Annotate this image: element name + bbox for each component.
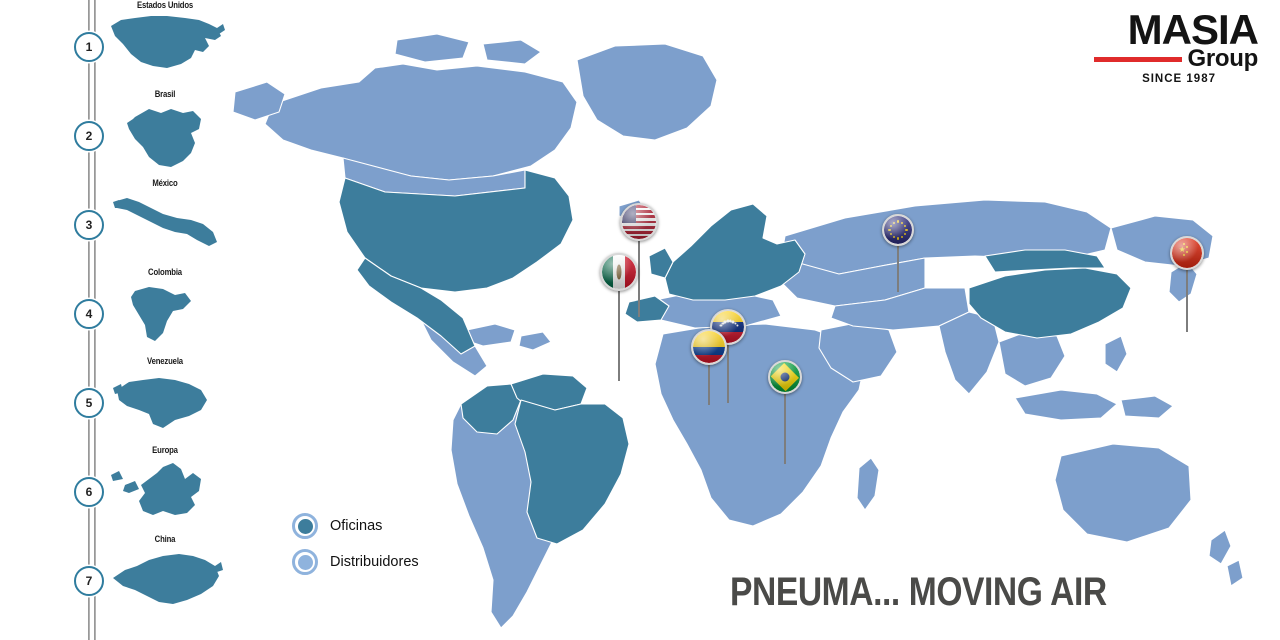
timeline-step-venezuela[interactable]: Venezuela 5 (0, 356, 225, 448)
legend-item-offices[interactable]: Oficinas (292, 508, 419, 544)
country-shape-brazil (105, 99, 225, 171)
country-label: Venezuela (147, 356, 183, 366)
timeline-step-europe[interactable]: Europa 6 (0, 445, 225, 537)
map-marker-cn[interactable]: ★ (1170, 236, 1204, 332)
country-shape-colombia (105, 277, 225, 349)
brand-logo[interactable]: MASIA Group SINCE 1987 (1093, 6, 1259, 85)
timeline-step-brazil[interactable]: Brasil 2 (0, 89, 225, 181)
country-shape-europe (105, 455, 225, 527)
country-shape-mexico (105, 188, 225, 260)
map-marker-mx[interactable] (600, 253, 638, 381)
map-marker-co[interactable] (691, 329, 727, 405)
step-number[interactable]: 5 (74, 388, 104, 418)
flag-cn-icon: ★ (1170, 236, 1204, 270)
legend-label-distributors: Distribuidores (330, 554, 419, 570)
legend-label-offices: Oficinas (330, 518, 383, 534)
world-map[interactable]: ★ (225, 0, 1280, 640)
marker-stick (708, 365, 710, 405)
marker-stick (638, 241, 640, 317)
country-label: Brasil (154, 89, 176, 99)
legend-item-distributors[interactable]: Distribuidores (292, 544, 419, 580)
country-shape-venezuela (105, 366, 225, 438)
flag-co-icon (691, 329, 727, 365)
country-shape-usa (105, 10, 225, 82)
country-label: China (154, 534, 176, 544)
flag-mx-icon (600, 253, 638, 291)
step-number[interactable]: 4 (74, 299, 104, 329)
flag-br-icon (768, 360, 802, 394)
step-number[interactable]: 6 (74, 477, 104, 507)
map-countries-highlighted (338, 169, 1132, 545)
timeline-step-mexico[interactable]: México 3 (0, 178, 225, 270)
marker-stick (618, 291, 620, 381)
world-map-svg (232, 33, 1244, 629)
country-timeline-sidebar: Estados Unidos 1 Brasil 2 México 3 Colombia 4 Ve… (0, 0, 225, 640)
country-shape-china (105, 544, 225, 616)
marker-stick (1186, 270, 1188, 332)
country-label: México (152, 178, 178, 188)
map-marker-eu[interactable] (882, 214, 914, 292)
brand-subrow: Group (1093, 45, 1259, 72)
marker-stick (784, 394, 786, 464)
brand-since: SINCE 1987 (1142, 73, 1216, 85)
country-label: Colombia (148, 267, 182, 277)
country-label: Estados Unidos (136, 0, 194, 10)
marker-stick (897, 246, 899, 292)
legend-marker-offices (292, 513, 318, 539)
step-number[interactable]: 3 (74, 210, 104, 240)
flag-eu-icon (882, 214, 914, 246)
timeline-step-china[interactable]: China 7 (0, 534, 225, 626)
timeline-step-usa[interactable]: Estados Unidos 1 (0, 0, 225, 92)
brand-red-bar (1093, 56, 1182, 62)
brand-sub: Group (1187, 45, 1259, 72)
step-number[interactable]: 7 (74, 566, 104, 596)
map-legend: Oficinas Distribuidores (292, 508, 419, 580)
brand-name: MASIA (1127, 6, 1259, 53)
tagline: PNEUMA... MOVING AIR (730, 570, 1107, 614)
step-number[interactable]: 1 (74, 32, 104, 62)
step-number[interactable]: 2 (74, 121, 104, 151)
timeline-step-colombia[interactable]: Colombia 4 (0, 267, 225, 359)
map-marker-br[interactable] (768, 360, 802, 464)
country-label: Europa (152, 445, 178, 455)
legend-marker-distributors (292, 549, 318, 575)
flag-us-icon (620, 203, 658, 241)
marker-stick (727, 345, 729, 403)
map-marker-us[interactable] (620, 203, 658, 317)
